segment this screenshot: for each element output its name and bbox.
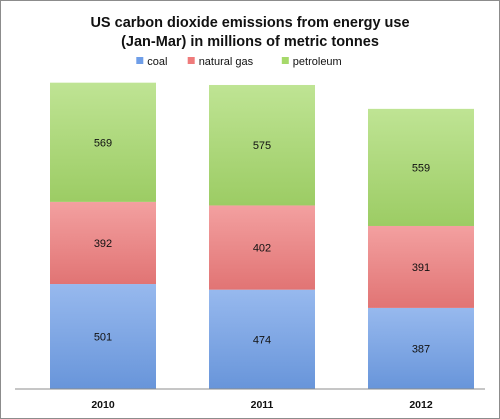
x-axis-ticks: 2010 2011 2012 (91, 399, 433, 411)
data-label-2012-coal: 387 (412, 343, 430, 355)
data-label-2011-petroleum: 575 (253, 140, 271, 152)
legend-swatch-natural-gas (187, 57, 195, 64)
chart-title: US carbon dioxide emissions from energy … (90, 15, 409, 50)
legend-label-coal: coal (147, 56, 167, 68)
data-label-2010-petroleum: 569 (94, 137, 112, 149)
data-label-2010-natural-gas: 392 (94, 238, 112, 250)
chart-legend: coal natural gas petroleum (136, 56, 342, 68)
legend-swatch-coal (136, 57, 144, 64)
data-label-2012-petroleum: 559 (412, 162, 430, 174)
bar-2010-petroleum (50, 82, 156, 202)
bar-2012-natural-gas (368, 225, 474, 308)
chart-title-line-1: US carbon dioxide emissions from energy … (90, 15, 409, 31)
bar-2010-natural-gas (50, 201, 156, 285)
data-label-2011-natural-gas: 402 (253, 243, 271, 255)
bars-group: 501 392 569 474 402 575 387 391 559 (50, 82, 474, 389)
bar-2010-coal (50, 284, 156, 389)
bar-2011-petroleum (209, 84, 315, 206)
legend-swatch-petroleum (281, 57, 289, 64)
bar-2012-petroleum (368, 108, 474, 226)
bar-2012-coal (368, 307, 474, 389)
x-tick-label-2010: 2010 (91, 399, 115, 411)
legend-label-petroleum: petroleum (293, 56, 342, 68)
data-label-2011-coal: 474 (253, 334, 271, 346)
bar-2011-natural-gas (209, 205, 315, 290)
x-tick-label-2012: 2012 (409, 399, 433, 411)
data-label-2012-natural-gas: 391 (412, 262, 430, 274)
chart-title-line-2: (Jan-Mar) in millions of metric tonnes (121, 34, 379, 50)
legend-label-natural-gas: natural gas (199, 56, 254, 68)
x-tick-label-2011: 2011 (251, 399, 274, 411)
data-label-2010-coal: 501 (94, 332, 112, 344)
bar-2011-coal (209, 289, 315, 389)
